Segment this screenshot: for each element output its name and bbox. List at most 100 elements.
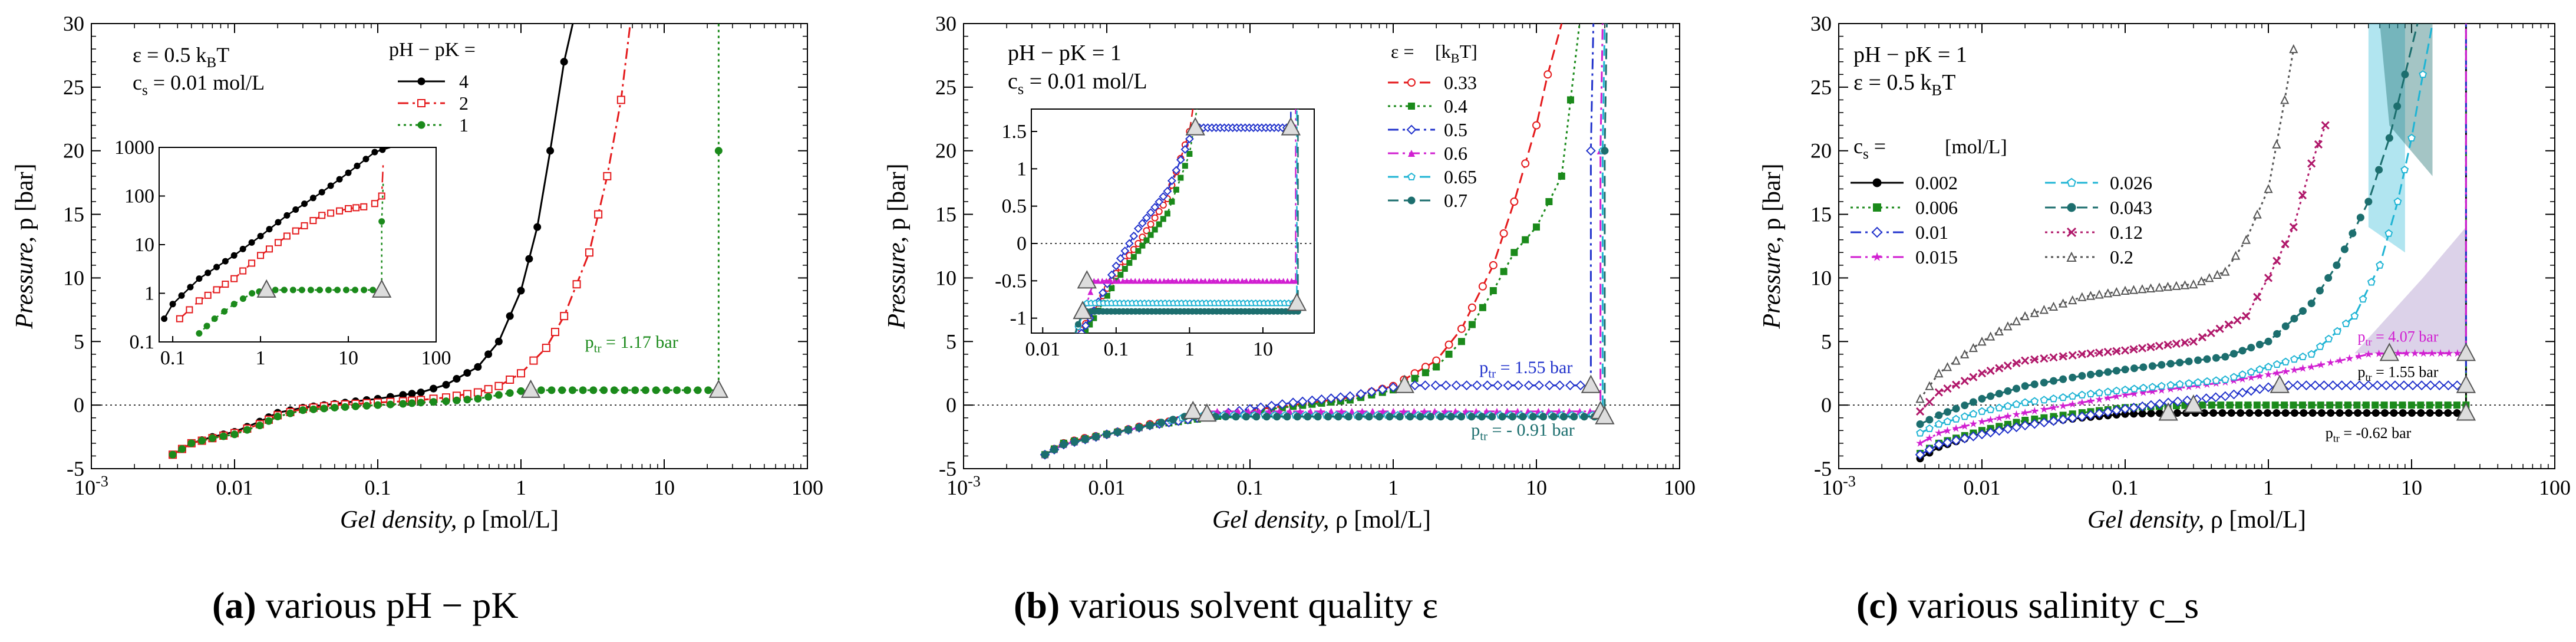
data-point <box>1018 472 1024 478</box>
data-point <box>2086 389 2095 397</box>
data-point <box>309 195 316 202</box>
data-point <box>2059 401 2067 410</box>
y-tick-label: -5 <box>1814 457 1832 480</box>
data-point <box>2224 320 2233 329</box>
y-tick-label: 0 <box>74 393 84 417</box>
data-point <box>1143 237 1150 243</box>
data-point <box>331 403 339 411</box>
data-point <box>274 239 282 246</box>
data-point <box>2068 391 2077 400</box>
data-point <box>2059 375 2067 383</box>
annotation-salinity: cs = 0.01 mol/L <box>133 71 265 98</box>
annotation-ph: pH − pK = 1 <box>1853 42 1967 67</box>
data-point <box>2155 282 2164 292</box>
data-point <box>2030 380 2039 389</box>
data-point <box>1222 278 1229 284</box>
data-point <box>1053 381 1059 387</box>
data-point <box>1969 373 1978 381</box>
data-point <box>417 399 425 407</box>
data-point <box>1457 324 1466 333</box>
data-point <box>2049 353 2058 362</box>
data-point <box>1407 172 1416 180</box>
data-point <box>341 403 349 411</box>
data-point <box>1960 349 1970 358</box>
data-point <box>603 172 612 180</box>
data-point <box>1334 413 1343 421</box>
data-point <box>2012 400 2021 408</box>
y-tick-label: 30 <box>935 12 956 35</box>
data-point <box>2393 102 2402 110</box>
data-point <box>558 386 566 394</box>
y-tick-label: 5 <box>1821 330 1832 353</box>
data-point <box>1176 155 1185 164</box>
data-point <box>2252 209 2262 219</box>
data-point <box>2166 384 2175 393</box>
data-point <box>2301 380 2311 391</box>
data-point <box>1116 253 1125 263</box>
data-point <box>2272 360 2281 368</box>
data-point <box>1113 428 1122 436</box>
data-point <box>307 287 314 294</box>
series-0.026 <box>1916 24 2433 437</box>
y-tick-label: -5 <box>67 457 84 480</box>
y-tick-label: 30 <box>63 12 84 35</box>
data-point <box>1925 397 1934 406</box>
annotation-ptr: ptr = 1.17 bar <box>585 332 678 355</box>
x-tick-label: 10 <box>2401 476 2422 499</box>
data-point <box>2157 381 2166 390</box>
data-point <box>533 223 542 231</box>
data-point <box>1074 337 1081 344</box>
data-point <box>2350 311 2359 320</box>
data-point <box>1169 416 1177 424</box>
data-point <box>371 149 378 156</box>
data-point <box>1543 70 1552 79</box>
data-point <box>2049 301 2059 311</box>
data-point <box>2453 401 2460 409</box>
x-tick-label: 100 <box>791 476 823 499</box>
data-point <box>1994 426 2004 436</box>
data-point <box>1942 437 1952 447</box>
error-band <box>2354 227 2466 354</box>
data-point <box>2262 401 2270 409</box>
data-point <box>1934 420 1943 428</box>
data-point <box>1161 278 1167 284</box>
x-tick-label: 0.01 <box>1089 476 1126 499</box>
data-point <box>1202 278 1208 284</box>
data-point <box>2255 371 2264 380</box>
data-point <box>230 430 239 439</box>
data-point <box>1157 419 1166 427</box>
data-point <box>273 413 282 421</box>
data-point <box>1027 448 1033 454</box>
inset-y-tick-label: 10 <box>134 234 154 256</box>
data-point <box>2233 316 2242 325</box>
data-point <box>442 397 450 406</box>
transition-marker <box>520 379 541 398</box>
data-point <box>2227 409 2235 417</box>
data-point <box>1117 272 1124 278</box>
data-point <box>1048 391 1055 398</box>
data-point <box>2068 400 2077 408</box>
data-point <box>204 291 212 299</box>
annotation-ptr-2: ptr = 1.55 bar <box>2357 364 2438 384</box>
data-point <box>2157 386 2166 394</box>
legend-label-0.5: 0.5 <box>1444 119 1467 140</box>
series-0.2 <box>1915 44 2298 403</box>
data-point <box>1467 413 1476 421</box>
x-tick-label: 100 <box>1664 476 1696 499</box>
data-point <box>2040 354 2049 363</box>
annotation-ptr-2: ptr = - 0.91 bar <box>1471 420 1575 443</box>
data-point <box>1555 380 1565 391</box>
data-point <box>2375 166 2383 174</box>
data-point <box>1292 278 1299 284</box>
transition-marker <box>2456 402 2476 421</box>
data-point <box>2407 401 2415 409</box>
data-point <box>537 386 545 394</box>
data-point <box>1169 199 1175 205</box>
data-point <box>2011 422 2021 433</box>
data-point <box>1044 402 1050 407</box>
data-point <box>265 245 273 253</box>
data-point <box>2129 285 2139 294</box>
data-point <box>1039 411 1046 419</box>
data-point <box>1925 381 1934 390</box>
data-point <box>1420 380 1430 391</box>
